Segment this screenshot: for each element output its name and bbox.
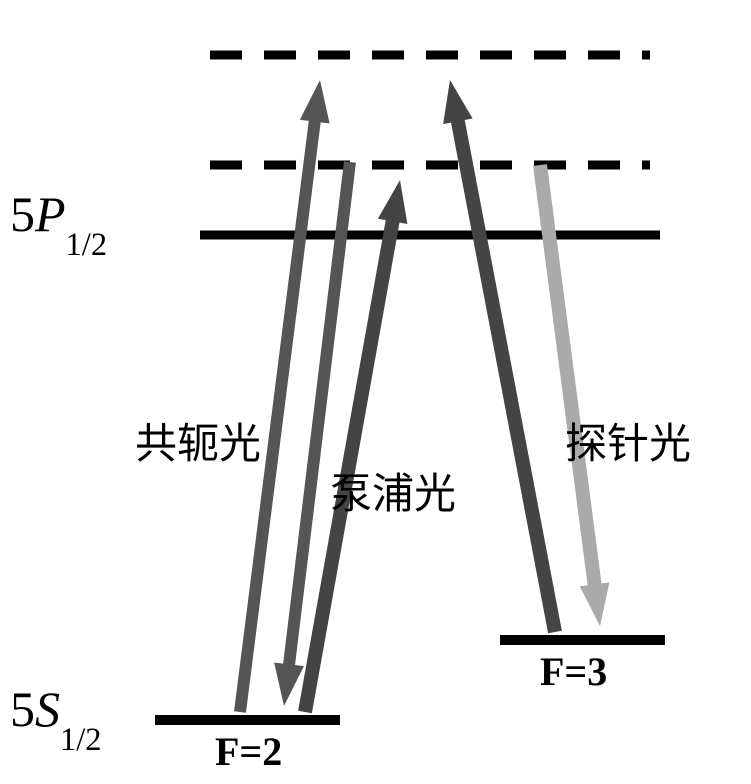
diagram-stage: 5P1/2 5S1/2 F=2 F=3 共轭光 泵浦光 探针光	[0, 0, 751, 784]
arrow-pump-right-head	[443, 80, 472, 124]
lower-term-n: 5	[10, 681, 35, 737]
arrow-conjugate-up-head	[300, 80, 330, 124]
lower-term-label: 5S1/2	[10, 680, 102, 746]
upper-term-letter: P	[35, 186, 66, 242]
arrow-conjugate-down-head	[274, 662, 304, 706]
upper-term-sub: 1/2	[66, 227, 108, 263]
f3-label: F=3	[540, 648, 607, 695]
arrow-probe-head	[580, 582, 610, 626]
f2-label: F=2	[215, 728, 282, 775]
arrow-probe-shaft	[540, 165, 596, 597]
upper-term-n: 5	[10, 186, 35, 242]
upper-term-label: 5P1/2	[10, 185, 107, 251]
probe-label: 探针光	[565, 410, 691, 471]
lower-term-sub: 1/2	[60, 722, 102, 758]
pump-label: 泵浦光	[330, 460, 456, 521]
arrow-pump-left-head	[378, 180, 408, 224]
lower-term-letter: S	[35, 681, 60, 737]
diagram-svg	[0, 0, 751, 784]
conjugate-label: 共轭光	[135, 410, 261, 471]
